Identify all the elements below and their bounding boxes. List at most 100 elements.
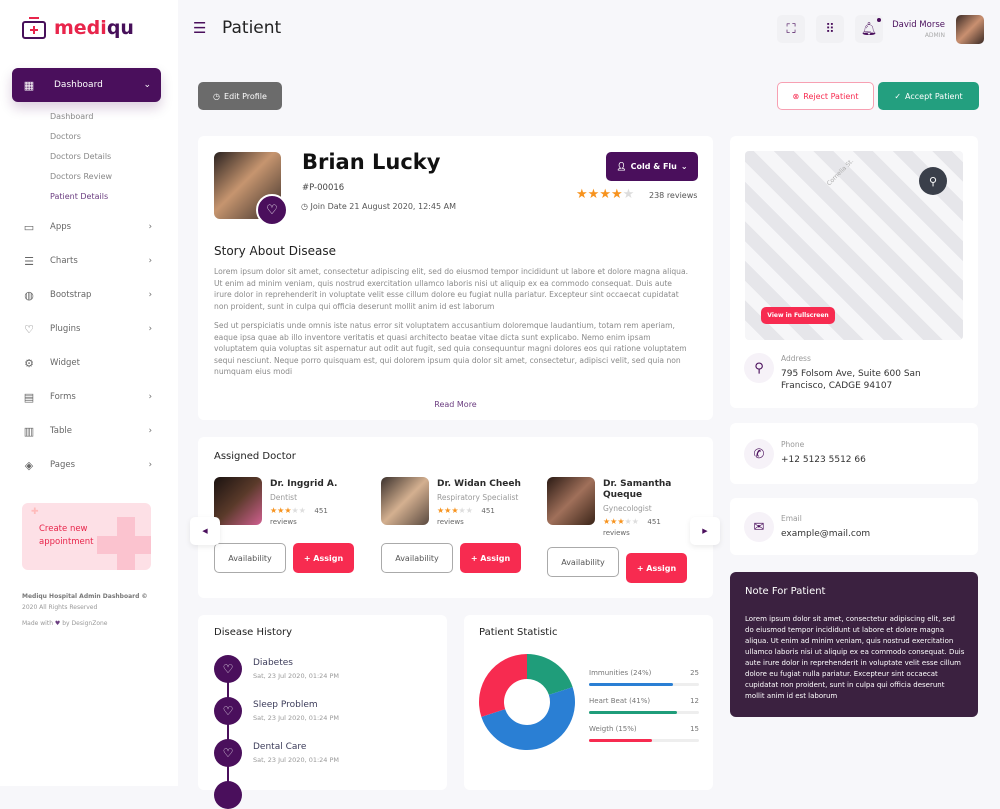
address-label: Address: [781, 354, 811, 363]
assign-button[interactable]: + Assign: [626, 553, 687, 583]
sidebar-item-forms[interactable]: ▤ Forms ›: [22, 390, 152, 404]
chevron-right-icon: ›: [148, 222, 152, 232]
carousel-next-button[interactable]: ▶: [690, 517, 720, 545]
doctor-name[interactable]: Dr. Widan Cheeh: [437, 479, 521, 489]
patient-profile-card: ♡ Brian Lucky #P-00016 ◷ Join Date 21 Au…: [198, 136, 713, 420]
fullscreen-icon[interactable]: ⛶: [777, 15, 805, 43]
accept-patient-button[interactable]: ✓ Accept Patient: [878, 82, 979, 110]
submenu-doctors-details[interactable]: Doctors Details: [50, 152, 112, 161]
sidebar-item-dashboard[interactable]: ▦ Dashboard ⌄: [12, 68, 161, 102]
phone-card: ✆ Phone +12 5123 5512 66: [730, 423, 978, 484]
reject-patient-button[interactable]: ⊗ Reject Patient: [777, 82, 874, 110]
history-item-name[interactable]: Dental Care: [253, 742, 307, 752]
footer-by: by DesignZone: [62, 620, 108, 627]
submenu-patient-details[interactable]: Patient Details: [50, 192, 109, 201]
apps-grid-icon[interactable]: ⠿: [816, 15, 844, 43]
star-icon: ★: [298, 506, 306, 515]
mail-icon: ✉: [744, 512, 774, 542]
doctor-item: Dr. Inggrid A. Dentist ★★★★★ 451 reviews…: [214, 477, 354, 573]
stat-label: Immunities (24%): [589, 669, 652, 677]
doctor-name[interactable]: Dr. Samantha Queque: [603, 479, 672, 500]
layers-icon: ◈: [24, 458, 34, 472]
sidebar-item-label: Widget: [50, 358, 80, 368]
sidebar-item-plugins[interactable]: ♡ Plugins ›: [22, 322, 152, 336]
clock-icon: ◷: [213, 91, 221, 101]
patient-name: Brian Lucky: [302, 150, 441, 174]
map-pin-icon[interactable]: ⚲: [919, 167, 947, 195]
chevron-right-icon: ›: [148, 256, 152, 266]
user-info[interactable]: David Morse ADMIN: [880, 20, 945, 39]
menu-toggle-icon[interactable]: ☰: [193, 19, 207, 37]
logo[interactable]: mediqu: [22, 17, 134, 39]
sidebar-item-label: Apps: [50, 222, 72, 232]
brand-name: medi: [54, 17, 107, 39]
history-item-date: Sat, 23 Jul 2020, 01:24 PM: [253, 714, 340, 722]
sidebar-item-table[interactable]: ▥ Table ›: [22, 424, 152, 438]
star-icon: ★: [465, 506, 473, 515]
submenu-doctors-review[interactable]: Doctors Review: [50, 172, 113, 181]
user-avatar[interactable]: [956, 15, 984, 44]
history-item-name[interactable]: Sleep Problem: [253, 700, 318, 710]
sidebar-item-charts[interactable]: ☰ Charts ›: [22, 254, 152, 268]
clock-icon: ◷: [301, 202, 308, 211]
doctor-name[interactable]: Dr. Inggrid A.: [270, 479, 338, 489]
history-item-name[interactable]: Diabetes: [253, 658, 293, 668]
read-more-link[interactable]: Read More: [434, 400, 477, 409]
stat-label: Weigth (15%): [589, 725, 637, 733]
submenu-doctors[interactable]: Doctors: [50, 132, 81, 141]
sidebar-item-pages[interactable]: ◈ Pages ›: [22, 458, 152, 472]
sidebar-item-label: Plugins: [50, 324, 81, 334]
sidebar-item-widget[interactable]: ⚙ Widget: [22, 356, 152, 370]
star-icon: ★: [631, 517, 639, 526]
doctor-review-count: 451: [481, 507, 495, 515]
stat-value: 12: [690, 697, 699, 705]
sidebar-item-apps[interactable]: ▭ Apps ›: [22, 220, 152, 234]
assign-button[interactable]: + Assign: [293, 543, 354, 573]
edit-profile-button[interactable]: ◷ Edit Profile: [198, 82, 282, 110]
doctor-photo: [547, 477, 595, 525]
sidebar: mediqu ▦ Dashboard ⌄ Dashboard Doctors D…: [0, 0, 178, 786]
star-icon: ★: [284, 506, 292, 515]
chevron-right-icon: ›: [148, 324, 152, 334]
availability-button[interactable]: Availability: [547, 547, 619, 577]
availability-button[interactable]: Availability: [214, 543, 286, 573]
submenu-dashboard[interactable]: Dashboard: [50, 112, 94, 121]
heart-icon: ♡: [214, 655, 242, 683]
sidebar-item-label: Forms: [50, 392, 76, 402]
assigned-doctor-card: Assigned Doctor Dr. Inggrid A. Dentist ★…: [198, 437, 713, 598]
carousel-prev-button[interactable]: ◀: [190, 517, 220, 545]
availability-button[interactable]: Availability: [381, 543, 453, 573]
sidebar-item-bootstrap[interactable]: ◍ Bootstrap ›: [22, 288, 152, 302]
email-card: ✉ Email example@mail.com: [730, 498, 978, 555]
star-icon: ★: [277, 506, 285, 515]
user-name: David Morse: [892, 20, 945, 30]
notification-bell-icon[interactable]: 🔔︎: [855, 15, 883, 43]
star-icon: ★: [603, 517, 611, 526]
accept-label: Accept Patient: [905, 91, 963, 101]
create-appointment-button[interactable]: ✚ Create new appointment: [22, 503, 151, 570]
disease-tag-label: Cold & Flu: [630, 162, 677, 171]
assign-button[interactable]: + Assign: [460, 543, 521, 573]
doctor-photo: [381, 477, 429, 525]
stat-bar-fill: [589, 739, 652, 742]
donut-slice: [479, 654, 527, 717]
sliders-icon: ☰: [24, 254, 34, 268]
sidebar-item-label: Table: [50, 426, 72, 436]
location-card: Cornelia St. ⚲ View in Fullscreen ⚲ Addr…: [730, 136, 978, 408]
chevron-right-icon: ›: [148, 290, 152, 300]
email-value[interactable]: example@mail.com: [781, 529, 871, 539]
edit-profile-label: Edit Profile: [224, 91, 267, 101]
map[interactable]: Cornelia St. ⚲ View in Fullscreen: [745, 151, 963, 340]
doctor-specialty: Gynecologist: [603, 504, 652, 513]
assigned-doctor-title: Assigned Doctor: [214, 451, 296, 462]
disease-tag-dropdown[interactable]: 👤︎ Cold & Flu ⌄: [606, 152, 698, 181]
view-fullscreen-button[interactable]: View in Fullscreen: [761, 307, 835, 324]
brand-name-suffix: qu: [106, 17, 134, 39]
location-pin-icon: ⚲: [744, 353, 774, 383]
phone-label: Phone: [781, 440, 805, 449]
heart-icon: ♡: [214, 697, 242, 725]
history-item-date: Sat, 23 Jul 2020, 01:24 PM: [253, 756, 340, 764]
doctor-specialty: Dentist: [270, 493, 298, 502]
address-value: 795 Folsom Ave, Suite 600 San Francisco,…: [781, 369, 921, 391]
plus-icon: ✚: [31, 507, 39, 517]
